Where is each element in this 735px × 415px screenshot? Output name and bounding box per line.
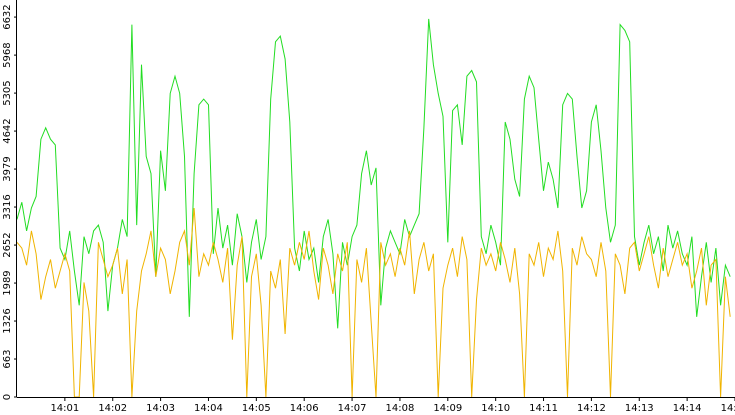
x-tick-label: 14:03: [146, 403, 175, 414]
x-tick-label: 14:13: [625, 403, 654, 414]
y-tick-label: 4642: [2, 118, 13, 143]
x-tick-label: 14:08: [386, 403, 415, 414]
y-tick-label: 5305: [2, 80, 13, 105]
x-tick-label: 14:15: [721, 403, 735, 414]
y-tick-label: 1326: [2, 308, 13, 333]
series-line: [16, 207, 731, 398]
x-tick-label: 14:06: [290, 403, 319, 414]
x-tick-label: 14:10: [481, 403, 510, 414]
x-tick-label: 14:14: [673, 403, 702, 414]
x-tick-label: 14:04: [194, 403, 223, 414]
series-line: [16, 18, 731, 329]
x-tick-label: 14:02: [98, 403, 127, 414]
y-tick-label: 3979: [2, 156, 13, 181]
x-tick-label: 14:01: [50, 403, 79, 414]
x-tick-label: 14:09: [433, 403, 462, 414]
y-tick-label: 6632: [2, 4, 13, 29]
x-tick-label: 14:05: [242, 403, 271, 414]
y-tick-label: 0: [2, 394, 13, 400]
y-tick-label: 2652: [2, 232, 13, 257]
x-tick-label: 14:07: [338, 403, 367, 414]
y-tick-label: 1989: [2, 270, 13, 295]
y-tick-label: 3316: [2, 194, 13, 219]
x-tick-label: 14:11: [529, 403, 558, 414]
y-tick-label: 5968: [2, 42, 13, 67]
y-tick-label: 663: [2, 349, 13, 368]
x-tick-label: 14:12: [577, 403, 606, 414]
